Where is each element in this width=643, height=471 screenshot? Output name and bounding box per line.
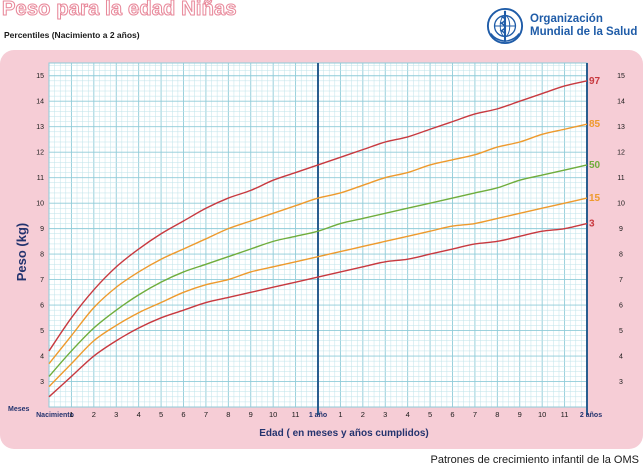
footer-caption: Patrones de crecimiento infantil de la O… [430, 454, 640, 466]
x-tick-label: 3 [114, 410, 118, 419]
x-tick-label: 2 [92, 410, 96, 419]
chart-series-labels: 97 85 50 15 3 [589, 76, 601, 230]
y-tick-label-right: 5 [619, 328, 623, 335]
x-tick-label: 7 [473, 410, 477, 419]
x-tick-label: 3 [383, 410, 387, 419]
y-tick-label-left: 11 [37, 175, 44, 182]
y-tick-label-right: 4 [619, 354, 623, 361]
series-label-p85: 85 [589, 119, 601, 130]
y-tick-label-left: 5 [40, 328, 44, 335]
x-tick-label: 9 [249, 410, 253, 419]
logo-line-1: Organización [530, 13, 603, 25]
y-tick-label-left: 4 [40, 354, 44, 361]
x-tick-label: 6 [181, 410, 185, 419]
series-line-p50 [48, 164, 588, 377]
page-title: Peso para la edad Niñas [2, 0, 238, 21]
y-tick-label-left: 7 [40, 277, 44, 284]
y-tick-label-left: 3 [40, 379, 44, 386]
y-tick-label-right: 10 [617, 201, 625, 208]
x-tick-label: 4 [137, 410, 141, 419]
logo-line-2: Mundial de la Salud [530, 26, 638, 38]
y-tick-label-right: 9 [619, 226, 623, 233]
series-line-p15 [48, 197, 588, 388]
series-line-p3 [48, 222, 588, 398]
y-tick-label-right: 6 [619, 303, 623, 310]
y-tick-label-left: 6 [40, 303, 44, 310]
x-tick-label: 5 [428, 410, 432, 419]
y-tick-label-right: 8 [619, 252, 623, 259]
y-tick-label-left: 12 [36, 150, 44, 157]
y-tick-label-right: 15 [617, 73, 625, 80]
y-axis-label: Peso (kg) [14, 223, 29, 282]
chart-grid [48, 62, 588, 415]
x-axis-label: Edad ( en meses y años cumplidos) [259, 428, 429, 439]
x-tick-label: 1 [338, 410, 342, 419]
series-line-p85 [48, 123, 588, 365]
y-tick-label-left: 9 [40, 226, 44, 233]
x-tick-label: 10 [269, 410, 277, 419]
x-tick-label: 11 [292, 410, 300, 419]
x-tick-label: 4 [406, 410, 410, 419]
y-tick-label-right: 11 [617, 175, 624, 182]
x-tick-label: Nacimiento [36, 412, 74, 419]
y-tick-label-right: 13 [617, 124, 625, 131]
series-label-p50: 50 [589, 160, 601, 171]
x-tick-label: 10 [538, 410, 546, 419]
x-tick-label: 5 [159, 410, 163, 419]
who-emblem-icon [486, 7, 524, 45]
x-tick-label: 7 [204, 410, 208, 419]
series-line-p97 [48, 80, 588, 352]
y-tick-label-right: 14 [617, 99, 625, 106]
y-tick-label-left: 15 [36, 73, 44, 80]
y-tick-label-right: 7 [619, 277, 623, 284]
chart-subtitle: Percentiles (Nacimiento a 2 años) [4, 30, 140, 40]
series-label-p3: 3 [589, 219, 595, 230]
x-tick-label: 2 años [580, 412, 602, 419]
y-tick-label-left: 8 [40, 252, 44, 259]
x-unit-label: Meses [8, 406, 30, 413]
x-tick-label: 6 [450, 410, 454, 419]
x-tick-label: 1 [69, 410, 73, 419]
chart-series [48, 80, 588, 398]
series-label-p97: 97 [589, 76, 601, 87]
series-label-p15: 15 [589, 193, 601, 204]
y-tick-label-left: 10 [36, 201, 44, 208]
x-tick-label: 8 [226, 410, 230, 419]
y-tick-label-right: 12 [617, 150, 625, 157]
x-tick-label: 1 año [309, 412, 327, 419]
y-tick-label-right: 3 [619, 379, 623, 386]
y-tick-label-left: 14 [36, 99, 44, 106]
y-tick-label-left: 13 [36, 124, 44, 131]
x-tick-label: 9 [518, 410, 522, 419]
x-tick-label: 11 [561, 410, 569, 419]
who-logo: Organización Mundial de la Salud [486, 7, 640, 45]
x-tick-label: 8 [495, 410, 499, 419]
x-tick-label: 2 [361, 410, 365, 419]
